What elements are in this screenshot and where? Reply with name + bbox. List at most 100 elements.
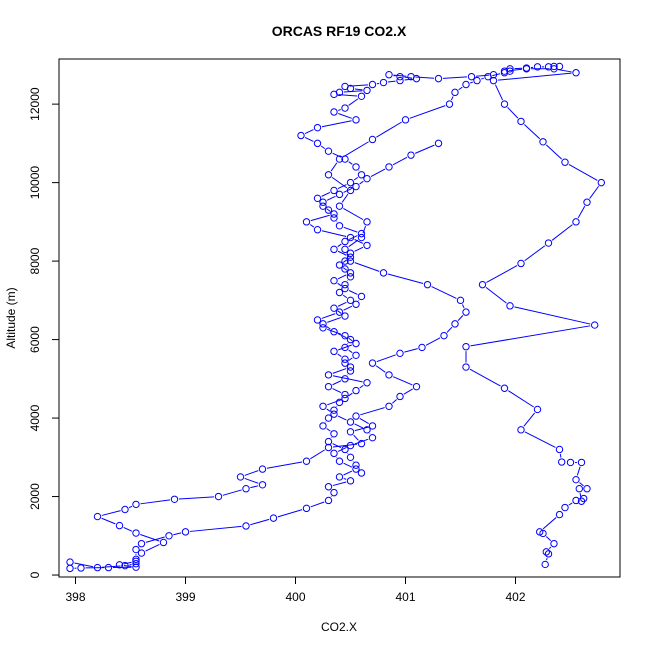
data-point (572, 496, 580, 505)
data-point (330, 210, 338, 218)
series-segment (524, 431, 556, 448)
series-segment (514, 306, 591, 325)
series-segment (337, 415, 347, 421)
data-point (115, 561, 124, 569)
data-point (368, 135, 377, 144)
series-segment (359, 180, 364, 185)
series-segment (343, 462, 353, 468)
data-point (591, 321, 599, 329)
y-tick-label: 10000 (28, 166, 42, 200)
data-point (335, 261, 344, 269)
data-point (242, 522, 250, 530)
series-segment (370, 168, 386, 178)
data-point (544, 550, 553, 558)
data-point (330, 430, 338, 438)
data-point (352, 116, 360, 124)
series-segment (337, 250, 347, 256)
series-segment (250, 518, 270, 526)
series-2 (66, 69, 509, 573)
data-point (346, 441, 355, 450)
series-segment (140, 499, 171, 505)
data-point (324, 414, 333, 422)
data-point (577, 497, 586, 505)
data-point (597, 178, 605, 187)
data-point (330, 449, 338, 458)
y-tick-label: 8000 (28, 247, 42, 274)
data-point (539, 138, 547, 146)
data-point (319, 324, 327, 332)
data-point (561, 503, 569, 512)
data-point (346, 335, 355, 344)
data-point (132, 559, 140, 568)
series-segment (332, 481, 347, 487)
data-point (412, 74, 421, 83)
series-segment (101, 510, 121, 516)
data-point (132, 545, 140, 554)
data-point (363, 426, 371, 434)
data-point (242, 485, 250, 493)
data-point (137, 549, 146, 557)
data-point (319, 402, 327, 410)
data-point (555, 510, 564, 519)
data-point (363, 86, 371, 95)
series-segment (244, 470, 259, 476)
data-point (396, 392, 404, 401)
data-point (341, 280, 349, 289)
series-segment (461, 304, 465, 309)
series-segment (343, 470, 353, 476)
series-segment (348, 290, 358, 295)
series-segment (342, 294, 348, 299)
series-segment (310, 214, 330, 222)
data-point (93, 563, 102, 572)
data-point (335, 457, 344, 465)
x-tick-label: 402 (505, 590, 525, 604)
data-point (346, 428, 355, 436)
data-point (379, 78, 388, 87)
series-segment (348, 349, 353, 354)
data-point (440, 331, 448, 340)
series-segment (469, 368, 501, 387)
series-segment (542, 517, 557, 530)
series-segment (337, 353, 342, 357)
data-point (330, 108, 338, 116)
series-segment (277, 509, 303, 518)
data-point (330, 186, 338, 195)
data-point (319, 202, 327, 210)
series-segment (337, 310, 342, 314)
data-point (407, 151, 415, 159)
data-point (313, 139, 322, 148)
data-point (352, 339, 360, 348)
data-point (132, 500, 140, 509)
series-segment (559, 453, 562, 458)
data-point (236, 473, 245, 481)
data-point (115, 521, 124, 530)
series-segment (309, 224, 315, 228)
series-segment (354, 423, 364, 429)
data-point (181, 528, 190, 536)
data-point (302, 218, 311, 226)
series-segment (387, 273, 424, 284)
y-tick-label: 4000 (28, 404, 42, 431)
series-segment (343, 477, 347, 480)
series-segment (387, 80, 396, 83)
series-segment (173, 532, 182, 536)
data-point (258, 481, 267, 489)
data-point (566, 458, 575, 467)
series-segment (348, 357, 353, 361)
data-point (462, 80, 470, 89)
data-point (352, 351, 360, 359)
data-point (396, 76, 404, 85)
data-point (165, 532, 173, 540)
data-point (517, 426, 525, 434)
series-segment (523, 124, 541, 140)
data-point (121, 505, 129, 514)
series-segment (178, 496, 215, 500)
series-segment (123, 561, 132, 565)
series-segment (250, 485, 259, 489)
data-point (346, 257, 355, 265)
series-segment (546, 557, 548, 561)
data-point (330, 90, 338, 99)
series-segment (74, 562, 94, 568)
series-segment (337, 274, 347, 280)
series-segment (337, 184, 347, 189)
